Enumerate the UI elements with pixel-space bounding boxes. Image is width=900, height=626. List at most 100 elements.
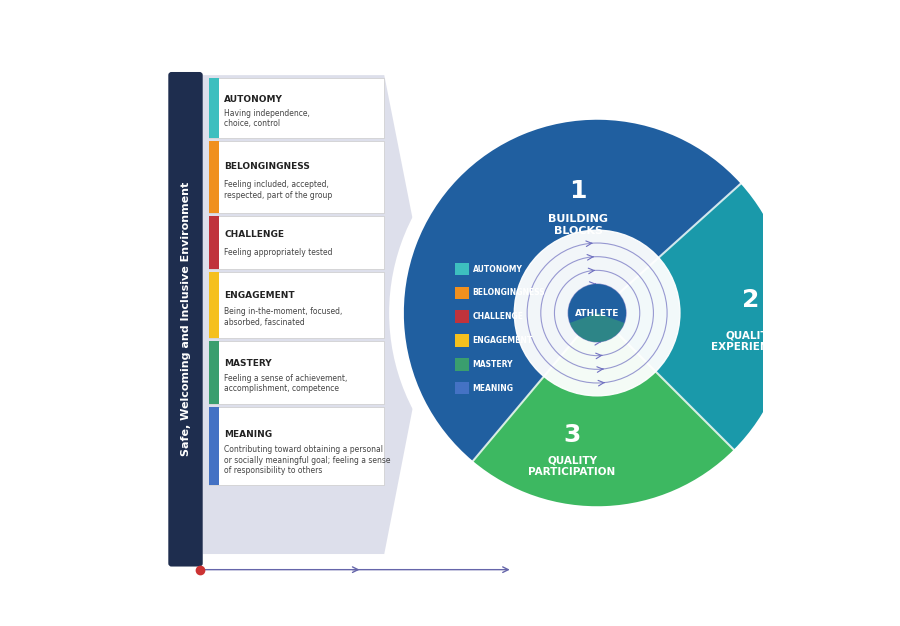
Wedge shape — [502, 218, 668, 386]
Wedge shape — [600, 302, 613, 324]
Polygon shape — [202, 75, 431, 554]
Wedge shape — [602, 228, 724, 403]
Wedge shape — [595, 313, 600, 317]
Wedge shape — [511, 317, 692, 447]
Text: Feeling included, accepted,
respected, part of the group: Feeling included, accepted, respected, p… — [224, 180, 332, 200]
Wedge shape — [603, 187, 787, 447]
Wedge shape — [602, 202, 762, 430]
Wedge shape — [600, 287, 636, 341]
Wedge shape — [550, 265, 633, 349]
Text: ENGAGEMENT: ENGAGEMENT — [472, 336, 533, 345]
Wedge shape — [565, 282, 621, 337]
Wedge shape — [601, 265, 668, 363]
Wedge shape — [554, 270, 629, 346]
Wedge shape — [600, 281, 644, 346]
Wedge shape — [601, 231, 719, 399]
Wedge shape — [508, 318, 695, 451]
Text: Safe, Welcoming and Inclusive Environment: Safe, Welcoming and Inclusive Environmen… — [181, 182, 191, 456]
Wedge shape — [524, 317, 678, 428]
Wedge shape — [514, 317, 689, 443]
Wedge shape — [471, 187, 691, 409]
Wedge shape — [593, 309, 600, 316]
Text: Being in-the-moment, focused,
absorbed, fascinated: Being in-the-moment, focused, absorbed, … — [224, 307, 342, 327]
Wedge shape — [562, 277, 624, 340]
Wedge shape — [488, 318, 717, 483]
Wedge shape — [486, 318, 720, 486]
Wedge shape — [545, 262, 635, 352]
Text: ATHLETE: ATHLETE — [575, 309, 619, 317]
Wedge shape — [416, 131, 732, 452]
Wedge shape — [601, 234, 716, 397]
Wedge shape — [444, 159, 711, 431]
Wedge shape — [559, 317, 639, 372]
Wedge shape — [600, 305, 609, 321]
Wedge shape — [500, 318, 703, 463]
Wedge shape — [601, 252, 688, 377]
Text: Contributing toward obtaining a personal
or socially meaningful goal; feeling a : Contributing toward obtaining a personal… — [224, 445, 391, 475]
Wedge shape — [601, 244, 699, 386]
Text: ENGAGEMENT: ENGAGEMENT — [224, 291, 294, 300]
Wedge shape — [499, 318, 706, 467]
Wedge shape — [592, 316, 603, 321]
Wedge shape — [601, 257, 680, 372]
Wedge shape — [419, 136, 729, 449]
Text: MEANING: MEANING — [472, 384, 514, 393]
Text: MEANING: MEANING — [224, 430, 272, 439]
Wedge shape — [601, 239, 707, 391]
Wedge shape — [463, 179, 697, 416]
Wedge shape — [602, 197, 770, 436]
Wedge shape — [601, 255, 684, 374]
Wedge shape — [601, 247, 696, 382]
Wedge shape — [600, 310, 601, 316]
Wedge shape — [580, 316, 616, 341]
Text: AUTONOMY: AUTONOMY — [472, 265, 523, 274]
FancyBboxPatch shape — [209, 78, 219, 138]
Wedge shape — [600, 274, 656, 355]
Wedge shape — [602, 210, 751, 422]
Wedge shape — [600, 292, 629, 336]
Wedge shape — [439, 155, 715, 434]
Wedge shape — [544, 317, 656, 396]
Wedge shape — [455, 171, 703, 422]
Text: AUTONOMY: AUTONOMY — [224, 95, 283, 103]
Text: BELONGINGNESS: BELONGINGNESS — [472, 289, 545, 297]
Wedge shape — [602, 192, 778, 441]
Wedge shape — [436, 151, 717, 437]
FancyBboxPatch shape — [455, 263, 469, 275]
Wedge shape — [526, 317, 675, 423]
Wedge shape — [570, 285, 617, 334]
Wedge shape — [404, 120, 741, 461]
Wedge shape — [600, 308, 605, 319]
Text: 2: 2 — [742, 289, 760, 312]
Circle shape — [568, 284, 626, 342]
Wedge shape — [482, 198, 682, 401]
Wedge shape — [602, 213, 747, 419]
Text: MASTERY: MASTERY — [224, 359, 272, 367]
Wedge shape — [601, 237, 712, 394]
Wedge shape — [530, 246, 647, 364]
Wedge shape — [585, 301, 606, 322]
FancyBboxPatch shape — [209, 141, 384, 213]
Wedge shape — [603, 183, 790, 449]
Wedge shape — [479, 195, 685, 404]
Wedge shape — [408, 124, 738, 458]
Wedge shape — [600, 297, 621, 330]
Wedge shape — [601, 242, 704, 388]
Wedge shape — [602, 223, 731, 408]
Text: QUALITY
PARTICIPATION: QUALITY PARTICIPATION — [528, 456, 616, 478]
FancyBboxPatch shape — [209, 141, 219, 213]
Text: BUILDING
BLOCKS: BUILDING BLOCKS — [548, 214, 608, 236]
Wedge shape — [601, 271, 661, 357]
Wedge shape — [499, 215, 670, 389]
Wedge shape — [577, 316, 619, 344]
Wedge shape — [531, 317, 670, 416]
Wedge shape — [601, 263, 672, 366]
Wedge shape — [574, 316, 622, 349]
Wedge shape — [581, 297, 608, 325]
Wedge shape — [491, 318, 715, 479]
FancyBboxPatch shape — [455, 310, 469, 323]
Wedge shape — [578, 294, 612, 328]
Wedge shape — [534, 250, 644, 361]
Wedge shape — [491, 207, 676, 394]
Text: CHALLENGE: CHALLENGE — [224, 230, 284, 239]
